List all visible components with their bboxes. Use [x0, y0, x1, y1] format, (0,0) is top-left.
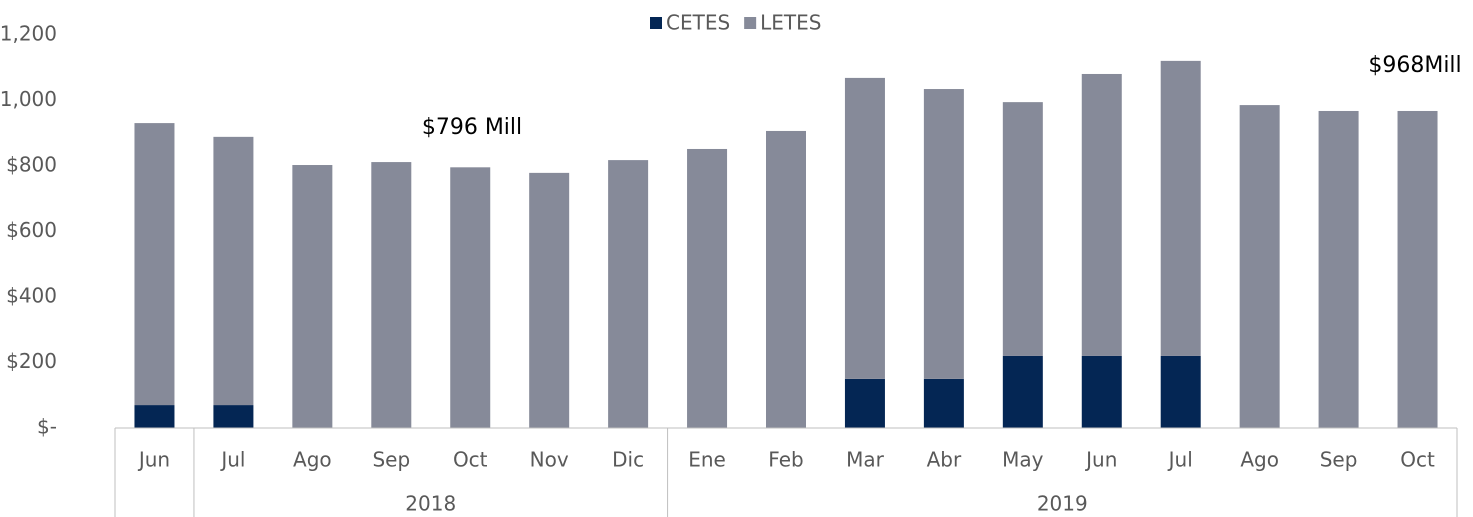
x-tick-label: Jun: [1084, 448, 1117, 472]
bar-segment: [923, 89, 964, 379]
x-tick-label: Jun: [137, 448, 170, 472]
legend-swatch: [744, 17, 757, 29]
bar-segment: [213, 136, 254, 406]
bar-segment: [687, 148, 728, 428]
legend-label: LETES: [760, 11, 821, 35]
bar-segment: [371, 162, 412, 428]
bar-segment: [1002, 355, 1043, 428]
y-tick-label: $200: [6, 349, 57, 373]
bar-segment: [134, 123, 175, 406]
bar-segment: [529, 172, 570, 428]
bar-segment: [608, 160, 649, 429]
bar-segment: [1160, 355, 1201, 428]
bar-segment: [923, 378, 964, 428]
bar-segment: [1160, 60, 1201, 356]
x-tick-label: May: [1002, 448, 1044, 472]
bar-segment: [766, 130, 806, 428]
y-tick-label: $1,200: [0, 22, 57, 46]
bar-segment: [292, 165, 333, 428]
annotation: $796 Mill: [422, 115, 522, 140]
bar-segment: [1002, 102, 1043, 356]
x-tick-label: Dic: [612, 448, 644, 472]
legend-swatch: [650, 17, 662, 29]
group-label: 2019: [1037, 492, 1088, 516]
y-tick-label: $1,000: [0, 87, 57, 111]
bar-segment: [1239, 105, 1280, 429]
y-tick-label: $600: [6, 218, 57, 242]
legend-label: CETES: [666, 11, 730, 35]
x-tick-label: Nov: [530, 448, 569, 472]
group-label: 2018: [405, 492, 456, 516]
annotation: $968Mill: [1368, 53, 1461, 78]
y-tick-label: $-: [37, 415, 57, 439]
x-tick-label: Ago: [293, 448, 332, 472]
y-tick-label: $800: [6, 153, 57, 177]
x-tick-label: Sep: [372, 448, 410, 472]
y-tick-label: $400: [6, 284, 57, 308]
bar-segment: [1081, 355, 1122, 428]
bar-segment: [844, 77, 885, 379]
bar-segment: [844, 378, 885, 428]
x-tick-label: Abr: [927, 448, 962, 472]
x-tick-label: Oct: [453, 448, 488, 472]
bar-segment: [450, 167, 491, 428]
x-tick-label: Ene: [688, 448, 726, 472]
x-tick-label: Feb: [768, 448, 803, 472]
x-tick-label: Sep: [1320, 448, 1358, 472]
bar-segment: [1318, 110, 1359, 428]
bar-segment: [1081, 73, 1122, 356]
bar-segment: [213, 405, 254, 428]
x-tick-label: Oct: [1400, 448, 1435, 472]
x-tick-label: Jul: [219, 448, 245, 472]
bar-segment: [134, 405, 175, 428]
bar-segment: [1397, 110, 1438, 428]
x-tick-label: Jul: [1167, 448, 1193, 472]
x-tick-label: Ago: [1240, 448, 1279, 472]
x-tick-label: Mar: [846, 448, 885, 472]
